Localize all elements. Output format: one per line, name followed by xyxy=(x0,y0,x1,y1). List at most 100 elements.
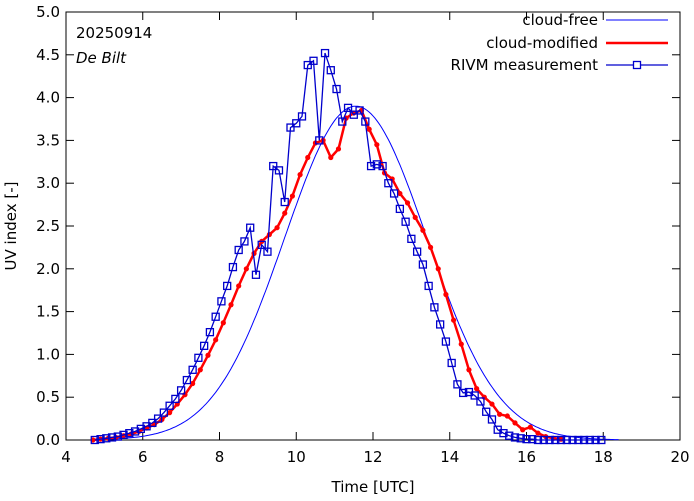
y-tick-label: 0.0 xyxy=(36,431,60,449)
point-rivm xyxy=(436,320,445,329)
point-rivm xyxy=(246,223,255,232)
point-rivm xyxy=(165,401,174,410)
point-rivm xyxy=(510,433,520,442)
point-rivm xyxy=(591,435,600,445)
point-cloud-modified xyxy=(466,367,472,373)
point-cloud-modified xyxy=(520,427,526,433)
point-cloud-modified xyxy=(228,302,234,308)
point-cloud-modified xyxy=(282,210,288,216)
point-rivm xyxy=(418,260,428,269)
plot-frame xyxy=(65,11,681,441)
point-rivm xyxy=(545,435,554,445)
y-tick-label: 3.5 xyxy=(36,131,60,149)
point-rivm xyxy=(430,303,439,312)
x-axis-label: Time [UTC] xyxy=(331,478,415,496)
point-rivm xyxy=(269,161,278,171)
point-rivm xyxy=(412,247,422,256)
point-cloud-modified xyxy=(305,154,311,161)
point-rivm xyxy=(303,60,312,70)
point-cloud-modified xyxy=(374,142,380,148)
x-tick-label: 20 xyxy=(670,448,689,466)
point-rivm xyxy=(470,391,479,400)
point-rivm xyxy=(378,161,387,171)
point-rivm xyxy=(326,66,335,75)
point-cloud-modified xyxy=(412,214,418,221)
point-rivm xyxy=(292,119,301,128)
point-rivm xyxy=(476,397,485,406)
point-rivm xyxy=(551,435,560,445)
y-tick-label: 2.5 xyxy=(36,217,60,235)
point-rivm xyxy=(579,435,589,445)
point-rivm xyxy=(102,434,111,443)
y-tick-label: 4.5 xyxy=(36,46,60,64)
point-rivm xyxy=(349,110,358,119)
point-rivm xyxy=(441,337,451,346)
point-rivm xyxy=(90,435,99,445)
point-rivm xyxy=(568,435,577,445)
point-rivm xyxy=(188,365,197,374)
y-tick-label: 0.5 xyxy=(36,388,60,406)
point-cloud-modified xyxy=(197,367,203,373)
point-rivm xyxy=(315,136,324,145)
x-tick-label: 14 xyxy=(440,448,459,466)
x-tick-label: 4 xyxy=(61,448,71,466)
point-rivm xyxy=(343,103,353,113)
x-tick-label: 8 xyxy=(215,448,225,466)
point-cloud-modified xyxy=(512,420,518,426)
point-cloud-modified xyxy=(190,380,196,387)
y-tick-label: 1.5 xyxy=(36,303,60,321)
point-rivm xyxy=(263,247,272,256)
point-rivm xyxy=(107,433,117,442)
x-tick-label: 18 xyxy=(594,448,613,466)
point-rivm xyxy=(499,429,508,438)
point-rivm xyxy=(505,431,514,440)
point-rivm xyxy=(522,434,531,444)
point-rivm xyxy=(361,117,370,126)
point-rivm xyxy=(384,179,393,188)
location-label: De Bilt xyxy=(76,49,127,67)
point-rivm xyxy=(274,166,284,175)
point-cloud-modified xyxy=(474,386,480,392)
point-rivm xyxy=(355,106,364,115)
point-cloud-modified xyxy=(443,291,449,298)
point-rivm xyxy=(199,341,209,350)
point-cloud-modified xyxy=(236,283,242,289)
point-rivm xyxy=(459,388,468,398)
point-cloud-modified xyxy=(397,190,403,197)
point-rivm xyxy=(516,434,525,443)
x-tick-label: 16 xyxy=(517,448,536,466)
point-rivm xyxy=(194,353,203,362)
point-cloud-modified xyxy=(243,266,249,272)
series-line-cloud-free xyxy=(92,105,619,441)
point-cloud-modified xyxy=(504,413,510,419)
point-rivm xyxy=(447,358,456,368)
point-cloud-modified xyxy=(289,193,296,199)
point-rivm xyxy=(217,297,226,306)
point-cloud-modified xyxy=(450,317,457,323)
x-tick-label: 10 xyxy=(287,448,306,466)
point-rivm xyxy=(556,435,566,445)
point-rivm xyxy=(395,204,405,214)
point-rivm xyxy=(366,161,376,171)
point-cloud-modified xyxy=(335,146,342,152)
point-rivm xyxy=(401,217,410,226)
point-cloud-modified xyxy=(497,411,503,417)
legend-label-rivm: RIVM measurement xyxy=(451,56,599,74)
point-cloud-modified xyxy=(435,266,441,272)
point-rivm xyxy=(234,245,243,255)
point-rivm xyxy=(286,123,295,132)
point-rivm xyxy=(562,435,571,445)
point-rivm xyxy=(487,415,497,424)
point-rivm xyxy=(136,424,145,434)
point-cloud-modified xyxy=(213,337,219,343)
point-cloud-modified xyxy=(297,172,303,178)
point-cloud-modified xyxy=(366,126,372,132)
point-rivm xyxy=(297,112,307,121)
point-cloud-modified xyxy=(274,225,280,231)
point-rivm xyxy=(159,408,169,417)
point-cloud-modified xyxy=(205,352,211,358)
point-cloud-modified xyxy=(489,401,495,407)
point-rivm xyxy=(153,414,163,423)
series-line-cloud-modified xyxy=(92,108,562,442)
